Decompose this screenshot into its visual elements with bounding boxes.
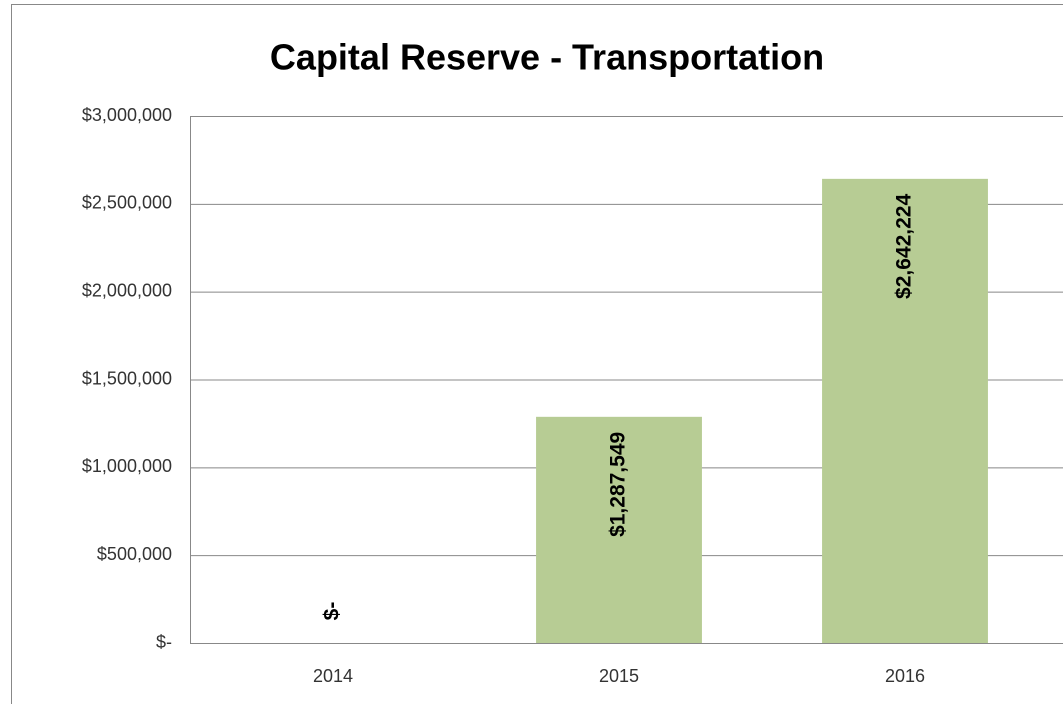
x-tick-label: 2014 <box>313 666 353 686</box>
y-tick-label: $500,000 <box>97 544 172 564</box>
bar <box>822 178 988 644</box>
value-label: $2,642,224 <box>893 194 916 299</box>
y-tick-label: $3,000,000 <box>82 105 172 125</box>
value-label: $1,287,549 <box>607 432 630 537</box>
y-tick-label: $2,500,000 <box>82 193 172 213</box>
y-tick-label: $- <box>156 632 172 652</box>
x-tick-label: 2016 <box>885 666 925 686</box>
y-tick-label: $1,500,000 <box>82 368 172 388</box>
y-tick-label: $1,000,000 <box>82 456 172 476</box>
value-label: $- <box>321 602 344 621</box>
bar <box>536 416 702 643</box>
chart-title: Capital Reserve - Transportation <box>270 37 824 78</box>
y-tick-label: $2,000,000 <box>82 280 172 300</box>
x-tick-label: 2015 <box>599 666 639 686</box>
